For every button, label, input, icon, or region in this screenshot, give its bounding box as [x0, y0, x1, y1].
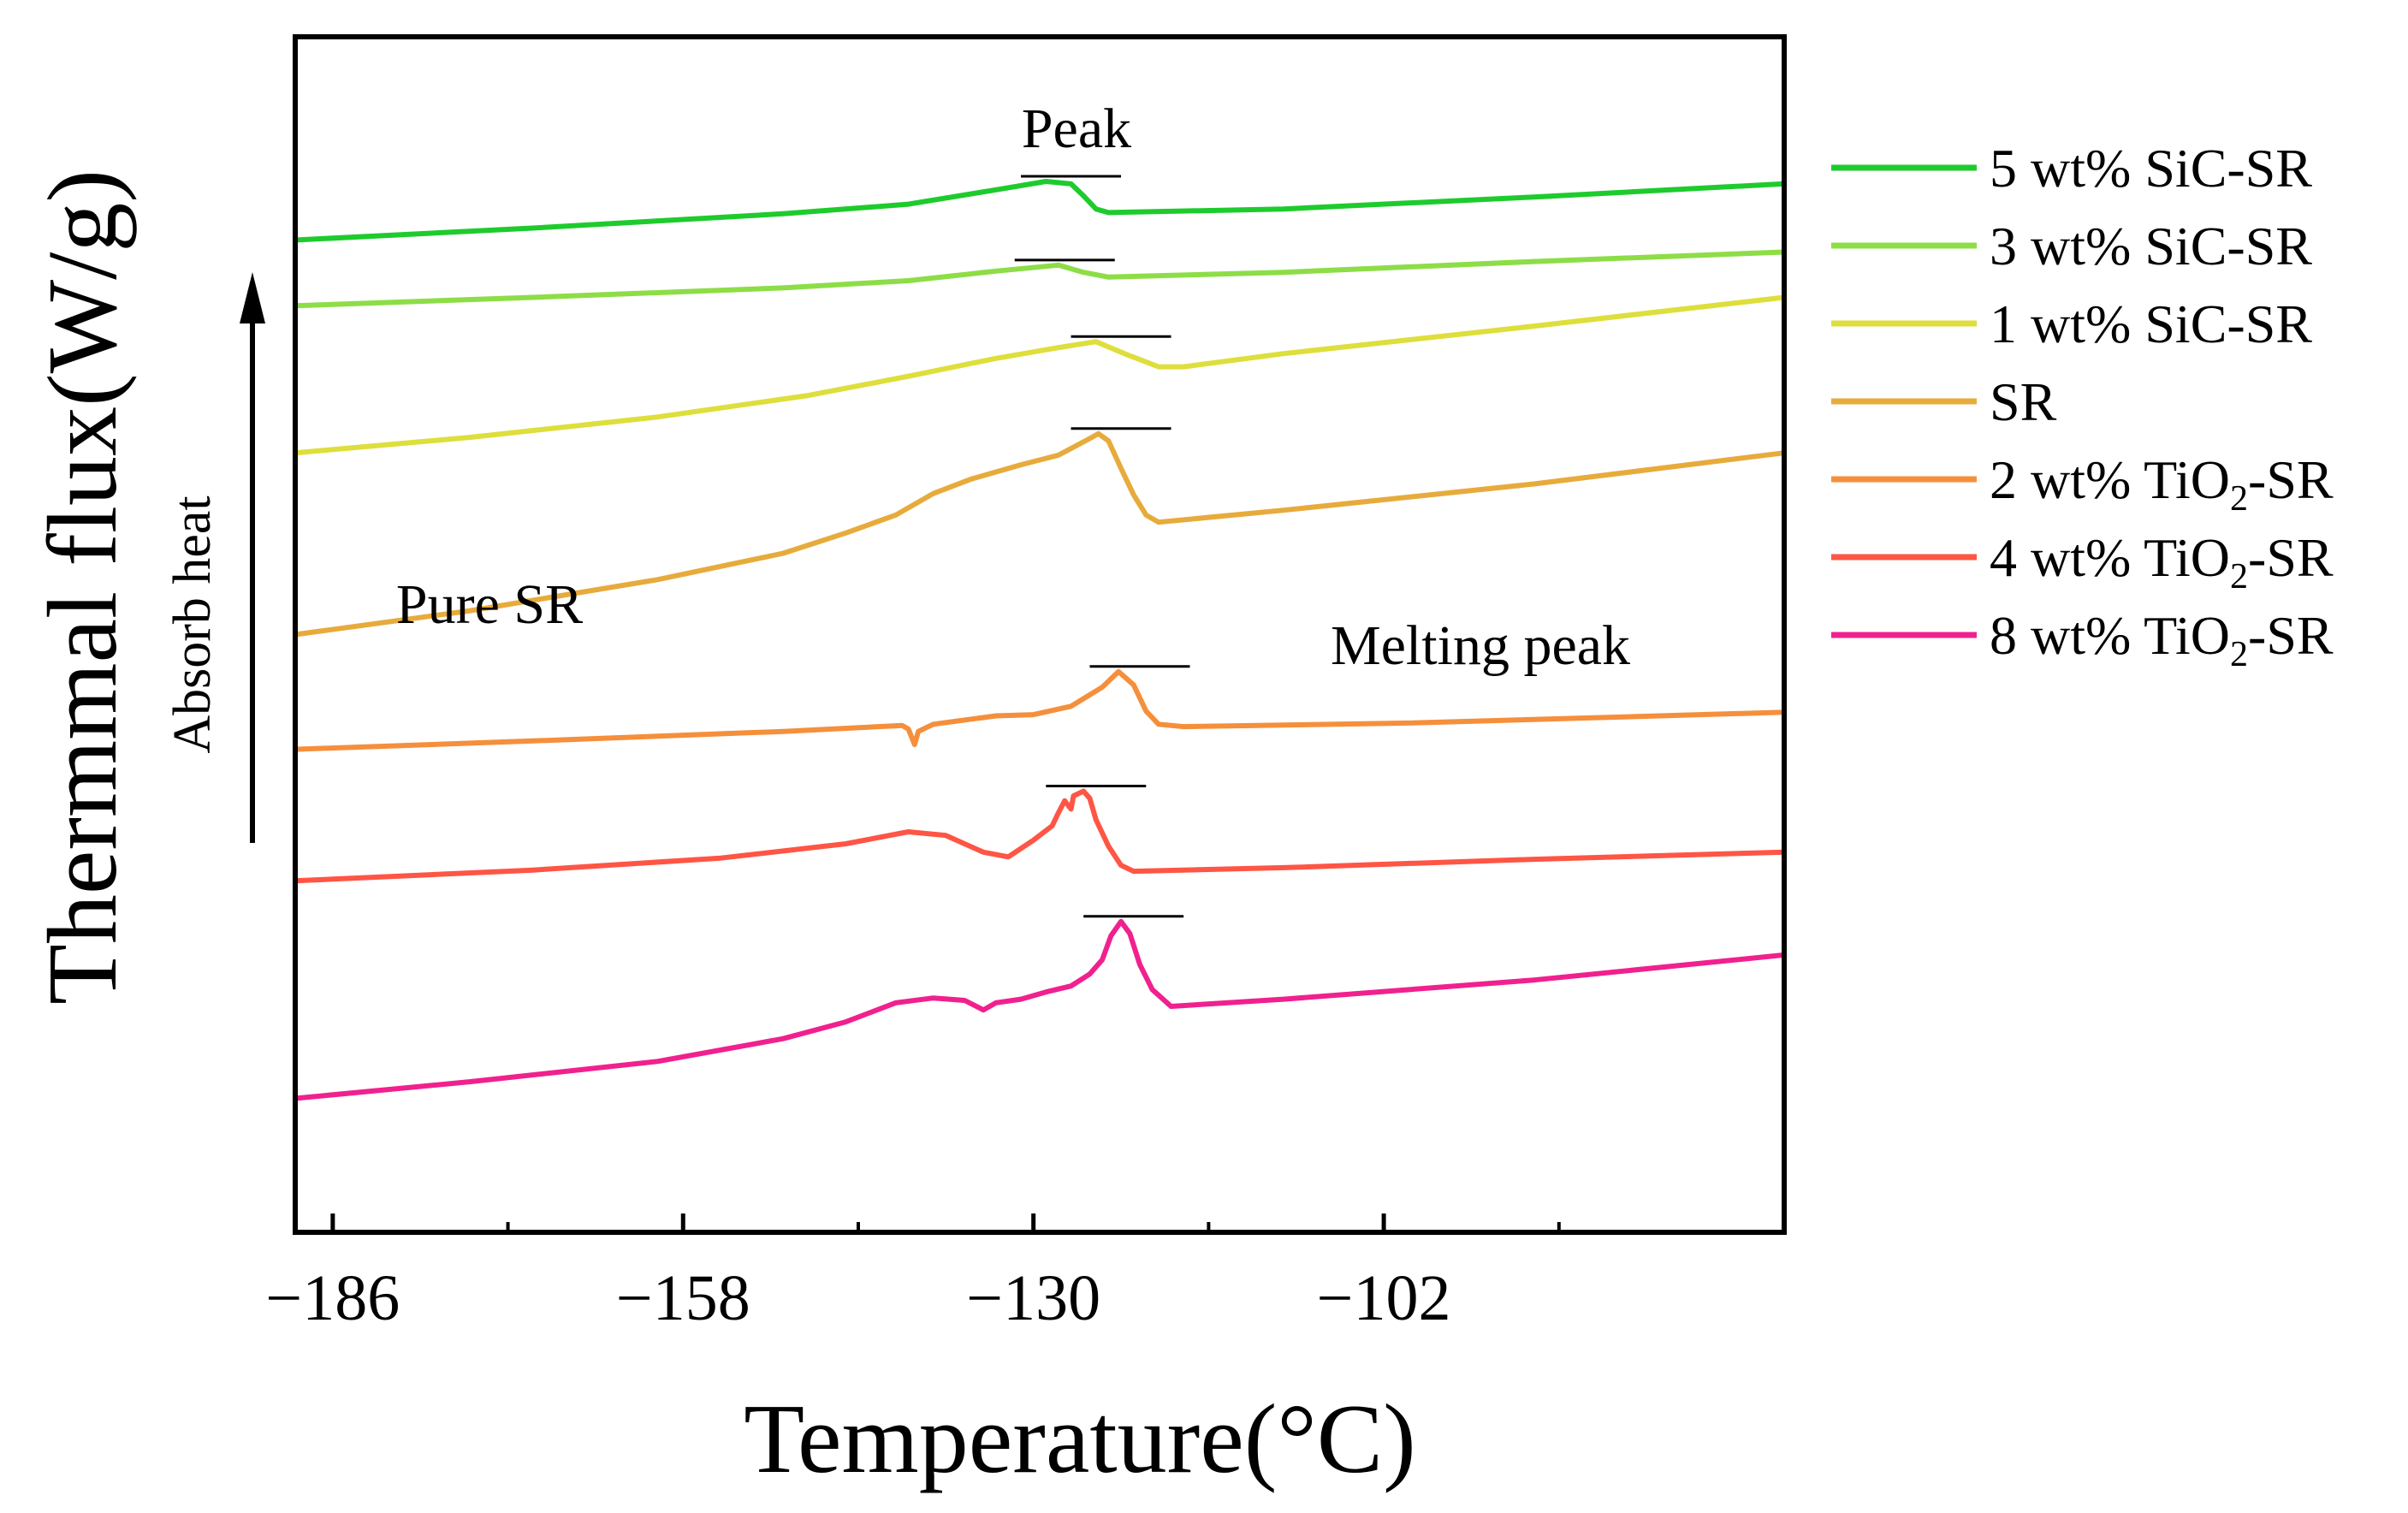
series-line-4-wt-tio-sr	[294, 788, 1785, 884]
legend: 5 wt% SiC-SR 3 wt% SiC-SR 1 wt% SiC-SR SR 2 …	[1831, 138, 2334, 674]
legend-label: 8 wt% TiO2-SR	[1990, 605, 2334, 674]
absorb-heat-arrow-head-icon	[240, 272, 265, 323]
x-tick-label: −102	[1317, 1262, 1451, 1334]
series-line-2-wt-tio-sr	[294, 668, 1785, 752]
legend-label: 1 wt% SiC-SR	[1990, 294, 2312, 354]
absorb-heat-label: Absorb heat	[163, 495, 222, 753]
legend-label: 4 wt% TiO2-SR	[1990, 527, 2334, 596]
legend-item-3-wt-sic-sr[interactable]: 3 wt% SiC-SR	[1831, 216, 2312, 276]
legend-item-sr[interactable]: SR	[1831, 371, 2057, 432]
series-line-5-wt-sic-sr	[294, 179, 1785, 243]
legend-label: SR	[1990, 371, 2057, 432]
legend-item-2-wt-tio-sr[interactable]: 2 wt% TiO2-SR	[1831, 449, 2334, 519]
x-axis-title: Temperature(°C)	[744, 1385, 1415, 1494]
x-tick-label: −158	[616, 1262, 750, 1334]
legend-label: 2 wt% TiO2-SR	[1990, 449, 2334, 519]
legend-item-8-wt-tio-sr[interactable]: 8 wt% TiO2-SR	[1831, 605, 2334, 674]
x-tick-label: −186	[265, 1262, 400, 1334]
legend-item-4-wt-tio-sr[interactable]: 4 wt% TiO2-SR	[1831, 527, 2334, 596]
y-axis-title: Thermmal flux(W/g)	[28, 169, 138, 1005]
plot-area	[294, 175, 1785, 1101]
series-line-3-wt-sic-sr	[294, 249, 1785, 309]
plot-frame	[293, 34, 1787, 1235]
legend-item-1-wt-sic-sr[interactable]: 1 wt% SiC-SR	[1831, 294, 2312, 354]
peak-annotation: Peak	[1022, 98, 1131, 160]
series-line-8-wt-tio-sr	[294, 918, 1785, 1101]
melting-peak-annotation: Melting peak	[1331, 614, 1630, 677]
legend-label: 3 wt% SiC-SR	[1990, 216, 2312, 276]
legend-item-5-wt-sic-sr[interactable]: 5 wt% SiC-SR	[1831, 138, 2312, 199]
legend-label: 5 wt% SiC-SR	[1990, 138, 2312, 199]
series-line-sr	[294, 430, 1785, 638]
x-tick-label: −130	[966, 1262, 1100, 1334]
pure-sr-annotation: Pure SR	[396, 573, 583, 636]
series-line-1-wt-sic-sr	[294, 294, 1785, 456]
